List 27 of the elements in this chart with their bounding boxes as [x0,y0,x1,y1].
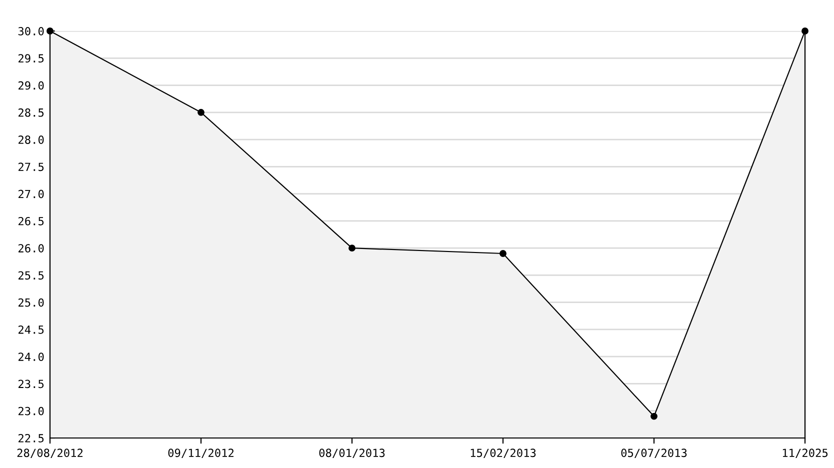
point [650,412,658,420]
x-tick-label: 05/07/2013 [621,448,687,458]
y-tick-label: 28.0 [18,136,44,144]
x-tick-label: 11/2025 [782,448,828,458]
y-tick-label: 26.0 [18,244,44,252]
x-tick-label: 09/11/2012 [168,448,234,458]
point [198,108,204,116]
y-tick-label: 26.5 [18,216,44,226]
point [500,250,506,257]
y-tick-label: 25.0 [18,298,44,307]
y-tick-label: 27.5 [18,162,44,172]
y-tick-label: 24.5 [18,325,44,334]
x-tick-label: 15/02/2013 [470,448,536,458]
y-tick-label: 25.5 [18,271,44,280]
y-tick-label: 30.0 [18,27,44,36]
x-tick-label: 28/08/2012 [17,448,83,458]
y-tick-label: 22.5 [18,434,44,442]
y-tick-label: 23.5 [18,380,44,388]
y-tick-label: 24.0 [18,352,44,362]
x-tick-label: 08/01/2013 [319,448,385,458]
point [802,28,808,34]
y-tick-label: 29.0 [18,81,44,90]
y-tick-label: 28.5 [18,108,44,117]
point [348,244,356,252]
y-tick-label: 29.5 [18,54,44,63]
y-tick-label: 23.0 [18,406,44,416]
y-tick-label: 27.0 [18,190,44,198]
